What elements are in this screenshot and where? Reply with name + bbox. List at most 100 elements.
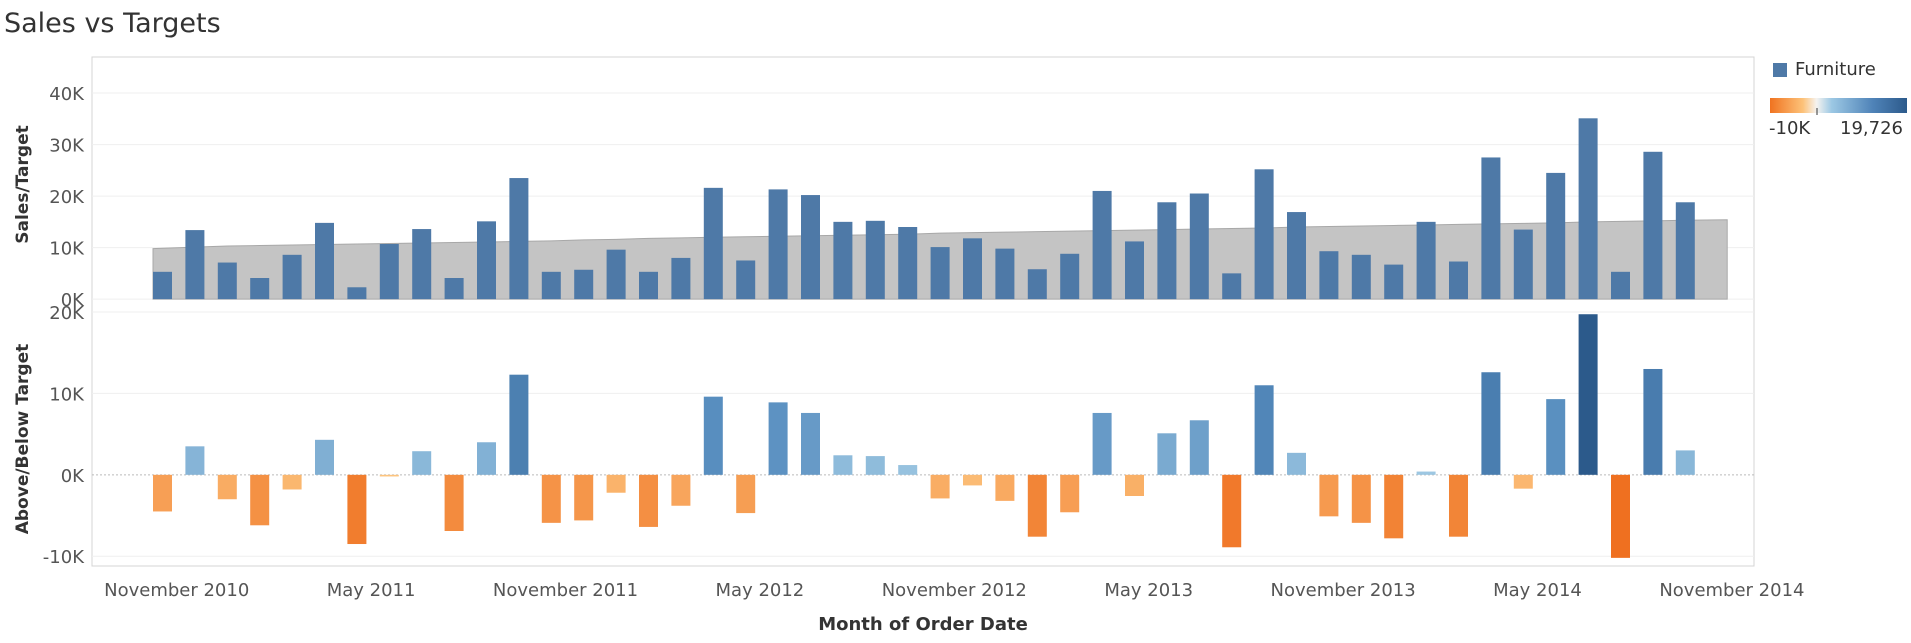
color-scale-bar <box>1770 98 1907 113</box>
difference-bar <box>315 439 334 475</box>
x-tick-label: November 2010 <box>104 580 249 601</box>
x-tick-label: May 2012 <box>716 580 805 601</box>
sales-bar <box>1675 202 1695 300</box>
sales-bar <box>1384 264 1404 300</box>
bottom-y-tick-label: 10K <box>49 384 85 405</box>
difference-bar <box>606 474 626 493</box>
bottom-y-tick-label: -10K <box>43 547 85 568</box>
difference-bar <box>833 455 853 475</box>
difference-bar <box>250 474 270 526</box>
sales-bar <box>379 244 399 300</box>
x-tick-label: November 2013 <box>1271 580 1416 601</box>
difference-bar <box>898 465 918 475</box>
sales-bar <box>1578 118 1598 300</box>
sales-bar <box>1189 193 1209 300</box>
sales-bar <box>315 222 334 300</box>
difference-bar <box>1675 450 1695 475</box>
x-tick-label: May 2013 <box>1104 580 1193 601</box>
difference-bar <box>736 474 756 514</box>
difference-bar <box>347 474 367 545</box>
difference-bar <box>1092 412 1112 475</box>
difference-bar <box>444 474 464 531</box>
sales-bar <box>1449 261 1468 300</box>
sales-bar <box>703 187 723 300</box>
sales-bar <box>736 260 756 300</box>
sales-bar <box>1027 269 1047 300</box>
difference-bar <box>703 396 723 475</box>
bottom-y-tick-label: 0K <box>61 466 85 487</box>
bottom-y-tick-label: 20K <box>49 303 85 324</box>
difference-bar <box>1287 452 1306 475</box>
x-tick-label: November 2012 <box>882 580 1027 601</box>
top-y-tick-label: 30K <box>49 136 85 157</box>
color-scale-max-label: 19,726 <box>1840 118 1903 139</box>
sales-bar <box>1513 229 1533 300</box>
sales-bar <box>1060 253 1080 300</box>
sales-bar <box>1254 169 1274 300</box>
difference-bar <box>639 474 658 527</box>
sales-bar <box>1222 273 1242 300</box>
x-tick-label: May 2011 <box>327 580 416 601</box>
top-y-axis-label: Sales/Target <box>13 125 33 244</box>
sales-bar <box>444 278 464 300</box>
sales-bar <box>541 271 561 300</box>
sales-bar <box>995 248 1015 300</box>
sales-bar <box>509 178 529 300</box>
difference-bar <box>153 474 172 512</box>
sales-bar <box>833 221 853 300</box>
difference-bar <box>1157 433 1177 475</box>
sales-bar <box>185 230 205 300</box>
difference-bar <box>1449 474 1468 537</box>
bottom-y-axis-label: Above/Below Target <box>13 344 33 535</box>
sales-bar <box>250 278 270 300</box>
sales-bar <box>574 269 594 300</box>
difference-bar <box>541 474 561 523</box>
difference-bar <box>1254 385 1274 475</box>
difference-bar <box>1384 474 1404 539</box>
sales-bar <box>930 247 950 300</box>
sales-bar <box>1092 190 1112 300</box>
page-title: Sales vs Targets <box>4 8 221 39</box>
difference-bar <box>671 474 691 506</box>
sales-bar <box>1546 172 1566 300</box>
difference-bar <box>995 474 1015 501</box>
difference-bar <box>930 474 950 499</box>
color-scale-min-label: -10K <box>1769 118 1811 139</box>
difference-bar <box>1189 420 1209 475</box>
difference-bar <box>1481 372 1501 475</box>
sales-bar <box>1351 254 1371 300</box>
difference-bar <box>801 412 820 475</box>
x-axis-label: Month of Order Date <box>818 614 1028 635</box>
sales-bar <box>1157 202 1177 300</box>
bottom-panel-frame <box>91 311 1755 567</box>
sales-bar <box>1287 212 1306 300</box>
sales-bar <box>153 271 172 300</box>
sales-bar <box>1611 271 1630 300</box>
sales-bar <box>347 287 367 300</box>
difference-bar <box>282 474 302 490</box>
sales-bar <box>1416 221 1436 300</box>
sales-bar <box>1481 157 1501 300</box>
difference-bar <box>768 402 788 475</box>
difference-bar <box>1513 474 1533 489</box>
sales-bar <box>412 229 432 300</box>
difference-bar <box>865 456 885 475</box>
sales-bar <box>217 262 237 300</box>
x-tick-label: May 2014 <box>1493 580 1582 601</box>
sales-bar <box>865 220 885 300</box>
sales-bar <box>639 271 658 300</box>
difference-bar <box>1125 474 1144 496</box>
sales-bar <box>801 195 820 300</box>
sales-bar <box>898 227 918 300</box>
sales-bar <box>1125 241 1144 300</box>
difference-bar <box>1222 474 1242 548</box>
difference-bar <box>574 474 594 521</box>
top-y-tick-label: 0K <box>61 290 85 311</box>
sales-bar <box>768 189 788 300</box>
difference-bar <box>963 474 982 486</box>
difference-bar <box>185 446 205 475</box>
difference-bar <box>1546 399 1566 475</box>
difference-bar <box>217 474 237 500</box>
difference-bar <box>1027 474 1047 537</box>
